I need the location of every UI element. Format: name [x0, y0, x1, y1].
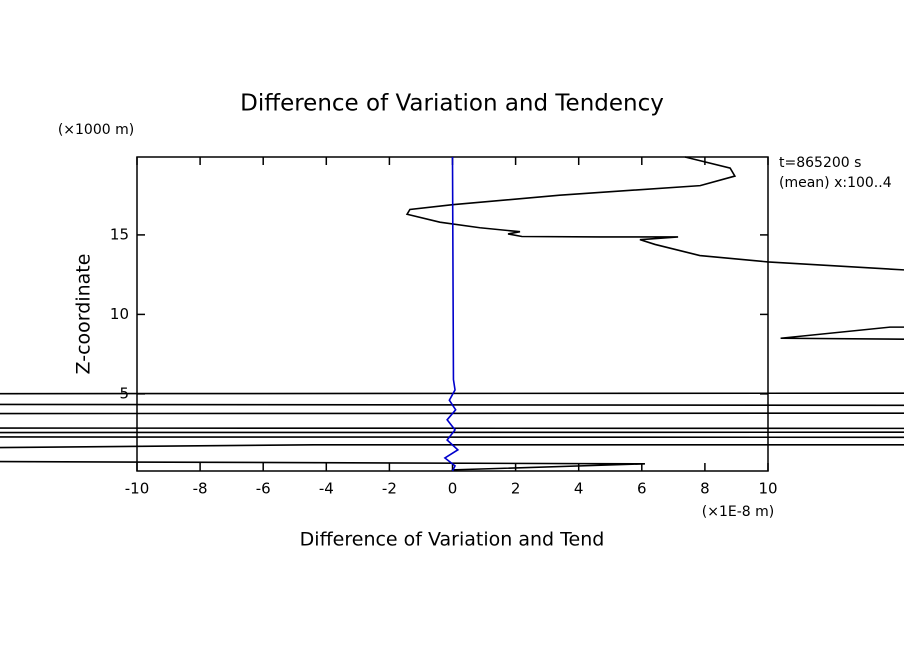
y-tick-label: 10 [110, 305, 129, 323]
x-unit: (×1E-8 m) [702, 504, 774, 520]
line [443, 156, 460, 472]
x-tick-label: 6 [637, 480, 647, 498]
y-axis-label: Z-coordinate [73, 254, 95, 375]
x-tick-label: 8 [700, 480, 710, 498]
y-tick-label: 15 [110, 225, 129, 243]
line [0, 156, 904, 471]
x-tick-label: 10 [758, 480, 777, 498]
x-tick-label: 2 [511, 480, 521, 498]
x-tick-label: -6 [256, 480, 271, 498]
x-tick-label: -10 [125, 480, 150, 498]
annotation: t=865200 s [779, 155, 861, 171]
x-tick-label: -8 [193, 480, 208, 498]
annotation: (mean) x:100..4 [779, 175, 892, 191]
x-tick-label: -4 [319, 480, 334, 498]
x-axis-label: Difference of Variation and Tend [300, 529, 605, 551]
x-tick-label: -2 [382, 480, 397, 498]
y-unit: (×1000 m) [58, 122, 134, 138]
x-tick-label: 0 [448, 480, 458, 498]
chart-title: Difference of Variation and Tendency [240, 91, 664, 117]
x-tick-label: 4 [574, 480, 584, 498]
